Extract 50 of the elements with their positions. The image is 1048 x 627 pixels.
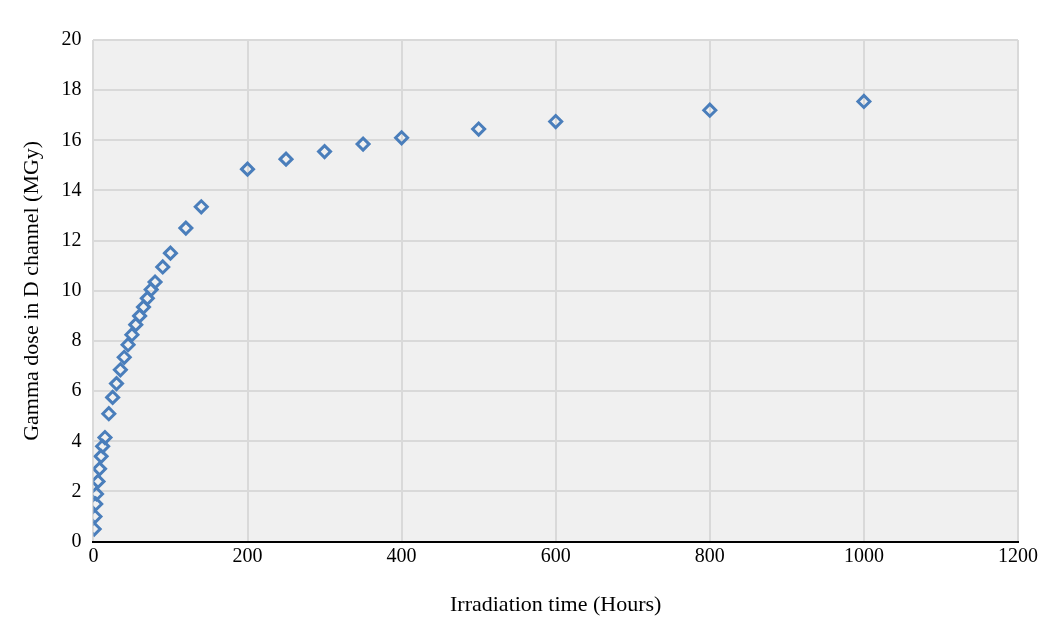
y-tick-label: 10 [61, 278, 82, 301]
point [355, 136, 371, 152]
x-tick-label: 800 [694, 543, 725, 566]
point [856, 93, 872, 109]
y-axis-title: Gamma dose in D channel (MGy) [17, 140, 43, 441]
point [97, 430, 113, 446]
point [95, 438, 111, 454]
point [394, 130, 410, 146]
point [93, 448, 109, 464]
point [193, 199, 209, 215]
y-tick-label: 14 [61, 177, 82, 200]
x-tick-label: 400 [386, 543, 417, 566]
point [548, 114, 564, 130]
point [143, 282, 159, 298]
y-tick-label: 8 [71, 328, 82, 351]
point [128, 317, 144, 333]
point [135, 299, 151, 315]
point [112, 362, 128, 378]
point [278, 151, 294, 167]
point [702, 102, 718, 118]
point [317, 144, 333, 160]
y-tick-label: 4 [71, 428, 82, 451]
x-tick-label: 1200 [998, 543, 1038, 566]
x-tick-label: 1000 [843, 543, 884, 566]
point [162, 245, 178, 261]
y-tick-label: 6 [71, 378, 82, 401]
x-tick-label: 600 [540, 543, 571, 566]
x-tick-label: 0 [88, 543, 99, 566]
point [105, 389, 121, 405]
point [132, 308, 148, 324]
point [139, 290, 155, 306]
point [178, 220, 194, 236]
point [116, 349, 132, 365]
y-tick-label: 2 [71, 478, 82, 501]
y-tick-label: 12 [61, 227, 82, 250]
point [101, 406, 117, 422]
y-tick-label: 20 [61, 27, 82, 50]
x-tick-label: 200 [232, 543, 263, 566]
point [471, 121, 487, 137]
y-tick-label: 18 [61, 77, 82, 100]
point [93, 461, 108, 477]
y-tick-label: 16 [61, 127, 82, 150]
point [155, 259, 171, 275]
x-axis-title: Irradiation time (Hours) [450, 590, 662, 616]
point [124, 327, 140, 343]
point [109, 376, 125, 392]
point [120, 337, 136, 353]
y-tick-label: 0 [71, 528, 82, 551]
point [147, 274, 163, 290]
point [240, 161, 255, 177]
